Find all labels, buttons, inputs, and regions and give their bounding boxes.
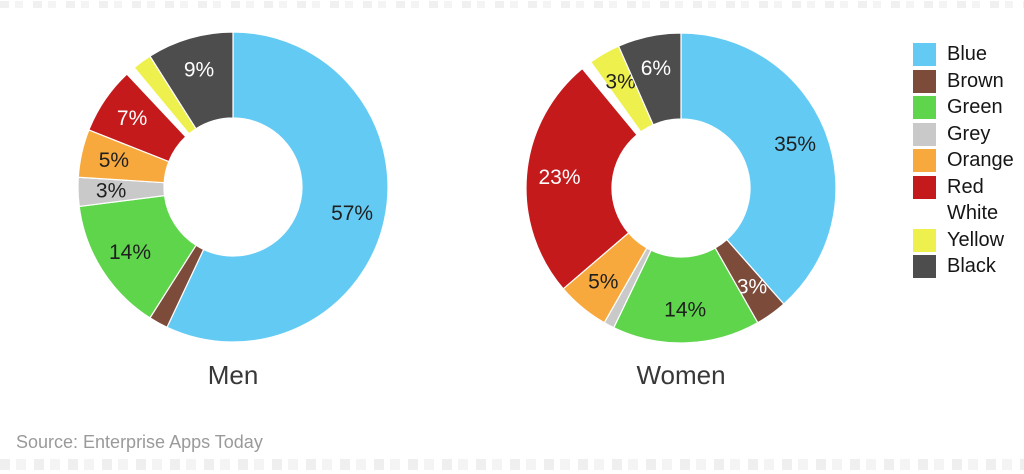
women-slice-blue bbox=[680, 32, 837, 305]
legend-label-red: Red bbox=[947, 175, 984, 198]
men-data-label-black: 9% bbox=[184, 58, 214, 81]
women-data-label-red: 23% bbox=[538, 166, 580, 189]
men-data-label-orange: 5% bbox=[99, 149, 129, 172]
chart-title-men: Men bbox=[208, 360, 259, 390]
legend-item-white: White bbox=[913, 202, 1014, 225]
legend-label-white: White bbox=[947, 202, 999, 224]
men-data-label-green: 14% bbox=[109, 241, 151, 264]
women-data-label-black: 6% bbox=[641, 57, 671, 80]
men-data-label-red: 7% bbox=[117, 107, 147, 130]
chart-title-women: Women bbox=[636, 360, 725, 390]
legend-label-yellow: Yellow bbox=[947, 228, 1005, 251]
legend-item-yellow: Yellow bbox=[913, 228, 1014, 252]
men-slice-blue bbox=[166, 31, 389, 343]
legend-item-orange: Orange bbox=[913, 149, 1014, 172]
men-slice-black bbox=[149, 31, 234, 130]
watermark-strip-top bbox=[0, 1, 1024, 8]
women-data-label-blue: 35% bbox=[774, 133, 816, 156]
men-data-label-blue: 57% bbox=[331, 202, 373, 225]
legend-swatch-green bbox=[913, 96, 936, 119]
source-note: Source: Enterprise Apps Today bbox=[16, 432, 263, 452]
legend-label-brown: Brown bbox=[947, 69, 1004, 92]
legend-label-green: Green bbox=[947, 96, 1003, 118]
women-data-label-brown: 3% bbox=[737, 276, 767, 299]
women-data-label-orange: 5% bbox=[588, 271, 618, 294]
women-data-label-yellow: 3% bbox=[605, 71, 635, 94]
legend-item-red: Red bbox=[913, 175, 1014, 199]
men-donut-chart: 57% 14% 3% 5% 7% 9% Men bbox=[77, 31, 389, 390]
women-slice-green bbox=[612, 247, 759, 344]
women-donut-chart: 35% 3% 14% 5% 23% 3% 6% Women bbox=[525, 32, 837, 390]
legend-item-black: Black bbox=[913, 255, 1014, 278]
men-slice-green bbox=[78, 194, 197, 319]
legend-item-grey: Grey bbox=[913, 122, 1014, 146]
watermark-strip-bottom bbox=[0, 459, 1024, 470]
women-data-label-green: 14% bbox=[664, 298, 706, 321]
donut-charts-canvas: 57% 14% 3% 5% 7% 9% Men 35% 3% 14% 5% 23% 3% 6% Women bbox=[77, 31, 837, 390]
legend-item-blue: Blue bbox=[913, 43, 1014, 66]
legend-label-black: Black bbox=[947, 255, 996, 277]
legend-label-blue: Blue bbox=[947, 43, 988, 65]
legend-swatch-grey bbox=[913, 122, 936, 146]
legend-swatch-brown bbox=[913, 69, 936, 93]
legend-swatch-yellow bbox=[913, 228, 936, 252]
legend-item-brown: Brown bbox=[913, 69, 1014, 93]
women-slice-red bbox=[525, 67, 638, 290]
legend-swatch-white bbox=[913, 202, 936, 225]
men-data-label-grey: 3% bbox=[96, 179, 126, 202]
legend-swatch-red bbox=[913, 175, 936, 199]
legend-swatch-black bbox=[913, 255, 936, 278]
women-slice-black bbox=[617, 32, 682, 126]
legend-swatch-orange bbox=[913, 149, 936, 172]
legend-label-grey: Grey bbox=[947, 122, 991, 145]
legend-swatch-blue bbox=[913, 43, 936, 66]
legend-label-orange: Orange bbox=[947, 149, 1014, 171]
legend-item-green: Green bbox=[913, 96, 1014, 119]
legend: Blue Brown Green Grey Orange Red White Yellow Bl… bbox=[913, 43, 1014, 282]
